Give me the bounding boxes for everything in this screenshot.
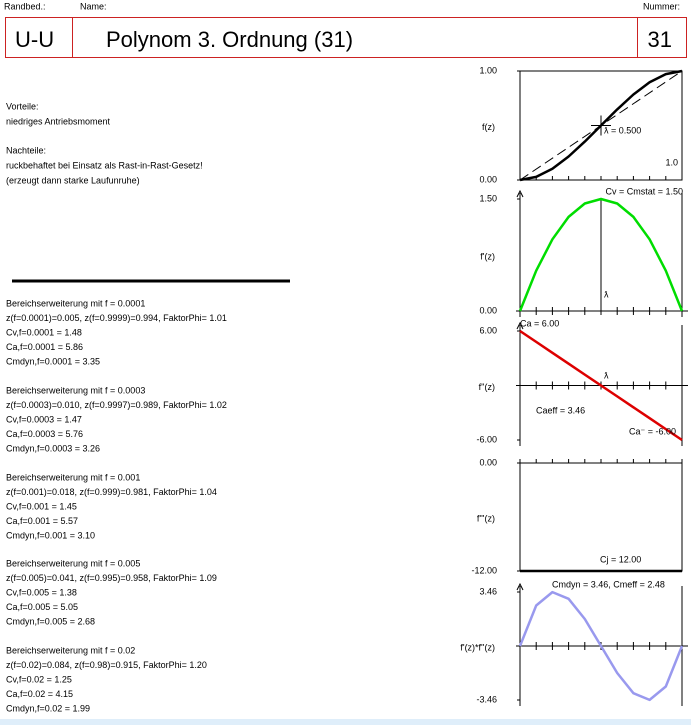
range-line: z(f=0.001)=0.018, z(f=0.999)=0.981, Fakt…	[6, 487, 217, 497]
annotation: Cv = Cmstat = 1.50	[605, 186, 683, 196]
y-tick-label: 1.50	[479, 193, 497, 203]
range-line: Ca,f=0.0003 = 5.76	[6, 429, 83, 439]
header-box	[5, 17, 687, 58]
range-line: Bereichserweiterung mit f = 0.0001	[6, 298, 145, 308]
randbed-label: Randbed.:	[4, 1, 46, 11]
code: U-U	[15, 27, 54, 52]
axis-arrow	[516, 582, 524, 591]
range-line: Cv,f=0.02 = 1.25	[6, 674, 72, 684]
curve	[519, 329, 683, 442]
name-label: Name:	[80, 1, 107, 11]
range-line: Ca,f=0.02 = 4.15	[6, 689, 73, 699]
annotation: Caeff = 3.46	[536, 405, 585, 415]
annotation: Cmdyn = 3.46, Cmeff = 2.48	[552, 579, 665, 589]
range-line: Ca,f=0.001 = 5.57	[6, 516, 78, 526]
note-line: (erzeugt dann starke Laufunruhe)	[6, 175, 140, 185]
curve	[519, 69, 683, 182]
range-line: z(f=0.0003)=0.010, z(f=0.9997)=0.989, Fa…	[6, 400, 227, 410]
range-line: Cv,f=0.0003 = 1.47	[6, 414, 82, 424]
curve	[518, 590, 684, 702]
number: 31	[648, 27, 672, 52]
range-line: z(f=0.005)=0.041, z(f=0.995)=0.958, Fakt…	[6, 573, 217, 583]
annotation: Ca = 6.00	[520, 318, 559, 328]
range-line: z(f=0.0001)=0.005, z(f=0.9999)=0.994, Fa…	[6, 313, 227, 323]
y-tick-label: 1.00	[479, 65, 497, 75]
note-line: Nachteile:	[6, 145, 46, 155]
y-axis-label: f(z)	[482, 122, 495, 132]
annotation: Cj = 12.00	[600, 554, 641, 564]
title: Polynom 3. Ordnung (31)	[106, 27, 353, 52]
range-line: Cmdyn,f=0.02 = 1.99	[6, 703, 90, 713]
range-line: Cmdyn,f=0.0003 = 3.26	[6, 443, 100, 453]
range-line: z(f=0.02)=0.084, z(f=0.98)=0.915, Faktor…	[6, 660, 207, 670]
range-line: Cmdyn,f=0.0001 = 3.35	[6, 356, 100, 366]
nummer-label: Nummer:	[643, 1, 680, 11]
y-axis-label: f''(z)	[479, 382, 495, 392]
y-tick-label: -3.46	[476, 694, 497, 704]
range-line: Cv,f=0.0001 = 1.48	[6, 327, 82, 337]
y-axis-label: f'''(z)	[477, 513, 495, 523]
range-line: Bereichserweiterung mit f = 0.001	[6, 472, 140, 482]
axis-arrow	[516, 189, 524, 198]
annotation: ƛ	[604, 289, 609, 299]
y-tick-label: 6.00	[479, 325, 497, 335]
y-axis-label: f'(z)	[480, 251, 495, 261]
y-tick-label: 0.00	[479, 174, 497, 184]
curve	[518, 197, 684, 312]
y-tick-label: 0.00	[479, 305, 497, 315]
annotation: Ca⁻ = -6.00	[629, 426, 676, 436]
annotation: ƛ = 0.500	[604, 125, 641, 135]
x-tick-label: 1.0	[665, 157, 678, 167]
range-line: Cv,f=0.005 = 1.38	[6, 587, 77, 597]
axis-arrow	[516, 321, 524, 330]
y-axis-label: f'(z)*f''(z)	[460, 642, 495, 652]
range-line: Bereichserweiterung mit f = 0.005	[6, 558, 140, 568]
y-tick-label: -6.00	[476, 434, 497, 444]
y-tick-label: 3.46	[479, 586, 497, 596]
note-line: Vorteile:	[6, 101, 39, 111]
note-line: niedriges Antriebsmoment	[6, 116, 111, 126]
y-tick-label: 0.00	[479, 457, 497, 467]
range-line: Bereichserweiterung mit f = 0.02	[6, 645, 135, 655]
range-line: Bereichserweiterung mit f = 0.0003	[6, 385, 145, 395]
status-bar	[0, 719, 691, 725]
annotation: ƛ	[604, 370, 609, 380]
range-line: Ca,f=0.005 = 5.05	[6, 602, 78, 612]
range-line: Cv,f=0.001 = 1.45	[6, 501, 77, 511]
y-tick-label: -12.00	[471, 565, 497, 575]
range-line: Ca,f=0.0001 = 5.86	[6, 342, 83, 352]
range-line: Cmdyn,f=0.005 = 2.68	[6, 616, 95, 626]
note-line: ruckbehaftet bei Einsatz als Rast-in-Ras…	[6, 160, 203, 170]
range-line: Cmdyn,f=0.001 = 3.10	[6, 530, 95, 540]
